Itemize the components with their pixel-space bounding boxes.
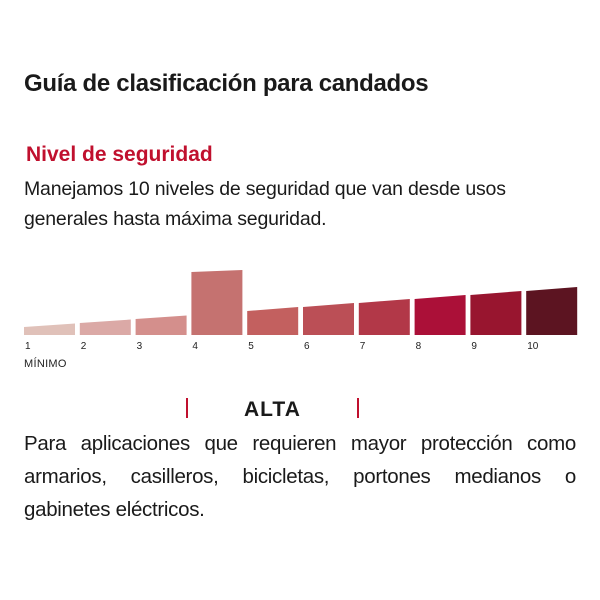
level-number-1: 1	[25, 341, 31, 352]
security-level-scale	[24, 270, 578, 335]
level-number-5: 5	[248, 341, 254, 352]
level-number-8: 8	[415, 341, 422, 352]
level-bar-2	[79, 319, 131, 335]
level-number-6: 6	[304, 341, 310, 352]
description-line-2: armarios, casilleros, bicicletas, porton…	[24, 465, 576, 488]
level-separator-right	[357, 398, 359, 418]
level-number-9: 9	[471, 341, 477, 352]
section-subtitle: Nivel de seguridad	[26, 143, 213, 166]
level-number-3: 3	[136, 341, 143, 352]
level-bar-6	[303, 303, 354, 335]
minimum-label: MÍNIMO	[24, 358, 67, 370]
level-bar-8	[414, 295, 466, 335]
level-separator-left	[186, 398, 188, 418]
level-bar-7	[358, 299, 410, 335]
level-bar-5	[247, 307, 299, 335]
level-number-4: 4	[192, 341, 198, 352]
level-name: ALTA	[244, 398, 301, 421]
intro-line-1: Manejamos 10 niveles de seguridad que va…	[24, 178, 506, 200]
page-title: Guía de clasificación para candados	[24, 70, 429, 97]
level-number-2: 2	[80, 341, 87, 352]
level-bar-3	[135, 315, 187, 335]
description-line-1: Para aplicaciones que requieren mayor pr…	[24, 432, 576, 455]
level-bar-4	[191, 270, 243, 335]
level-number-10: 10	[527, 341, 539, 352]
level-number-7: 7	[359, 341, 366, 352]
level-bar-1	[24, 323, 75, 335]
level-bar-10	[526, 287, 578, 335]
intro-line-2: generales hasta máxima seguridad.	[24, 208, 327, 230]
level-bar-9	[470, 291, 522, 335]
description-line-3: gabinetes eléctricos.	[24, 498, 205, 521]
